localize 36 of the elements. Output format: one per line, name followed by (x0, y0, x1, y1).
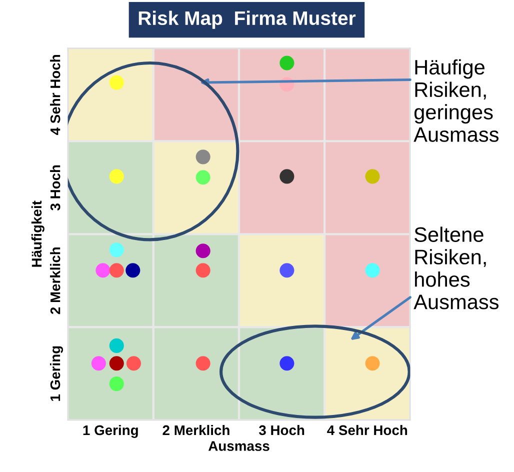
point (109, 356, 124, 371)
text: Seltene Risiken, hohes Ausmass (414, 226, 499, 310)
y-tick-label: 3 Hoch (50, 165, 60, 210)
point (109, 242, 124, 258)
y-tick-label: 4 Sehr Hoch (50, 54, 60, 135)
y-tick-label: 1 Gering (50, 346, 63, 401)
point (126, 263, 140, 278)
y-axis-title: Häufigkeit (31, 200, 44, 267)
point (196, 244, 210, 258)
chart-title: Risk Map Firma Muster (138, 10, 356, 29)
point (196, 263, 210, 278)
x-tick-label: 3 Hoch (258, 424, 304, 436)
point (280, 169, 294, 184)
text: Häufige Risiken, geringes Ausmass (414, 59, 499, 142)
point (109, 263, 124, 278)
point (91, 356, 106, 371)
point (280, 56, 294, 70)
point (196, 150, 210, 164)
point (280, 263, 294, 278)
point (109, 338, 124, 353)
point (109, 75, 124, 90)
x-tick-label: 2 Merklich (162, 424, 230, 436)
point (365, 263, 380, 278)
point (96, 263, 110, 278)
point (365, 356, 380, 371)
x-axis-title: Ausmass (208, 441, 270, 451)
point (196, 170, 210, 185)
point (126, 356, 142, 371)
x-tick-label: 1 Gering (83, 424, 138, 438)
point (365, 169, 380, 184)
point (196, 356, 210, 371)
point (280, 356, 294, 371)
x-tick-label: 4 Sehr Hoch (327, 424, 408, 436)
y-tick-label: 2 Merklich (50, 247, 60, 314)
point (109, 169, 124, 184)
point (109, 376, 124, 392)
